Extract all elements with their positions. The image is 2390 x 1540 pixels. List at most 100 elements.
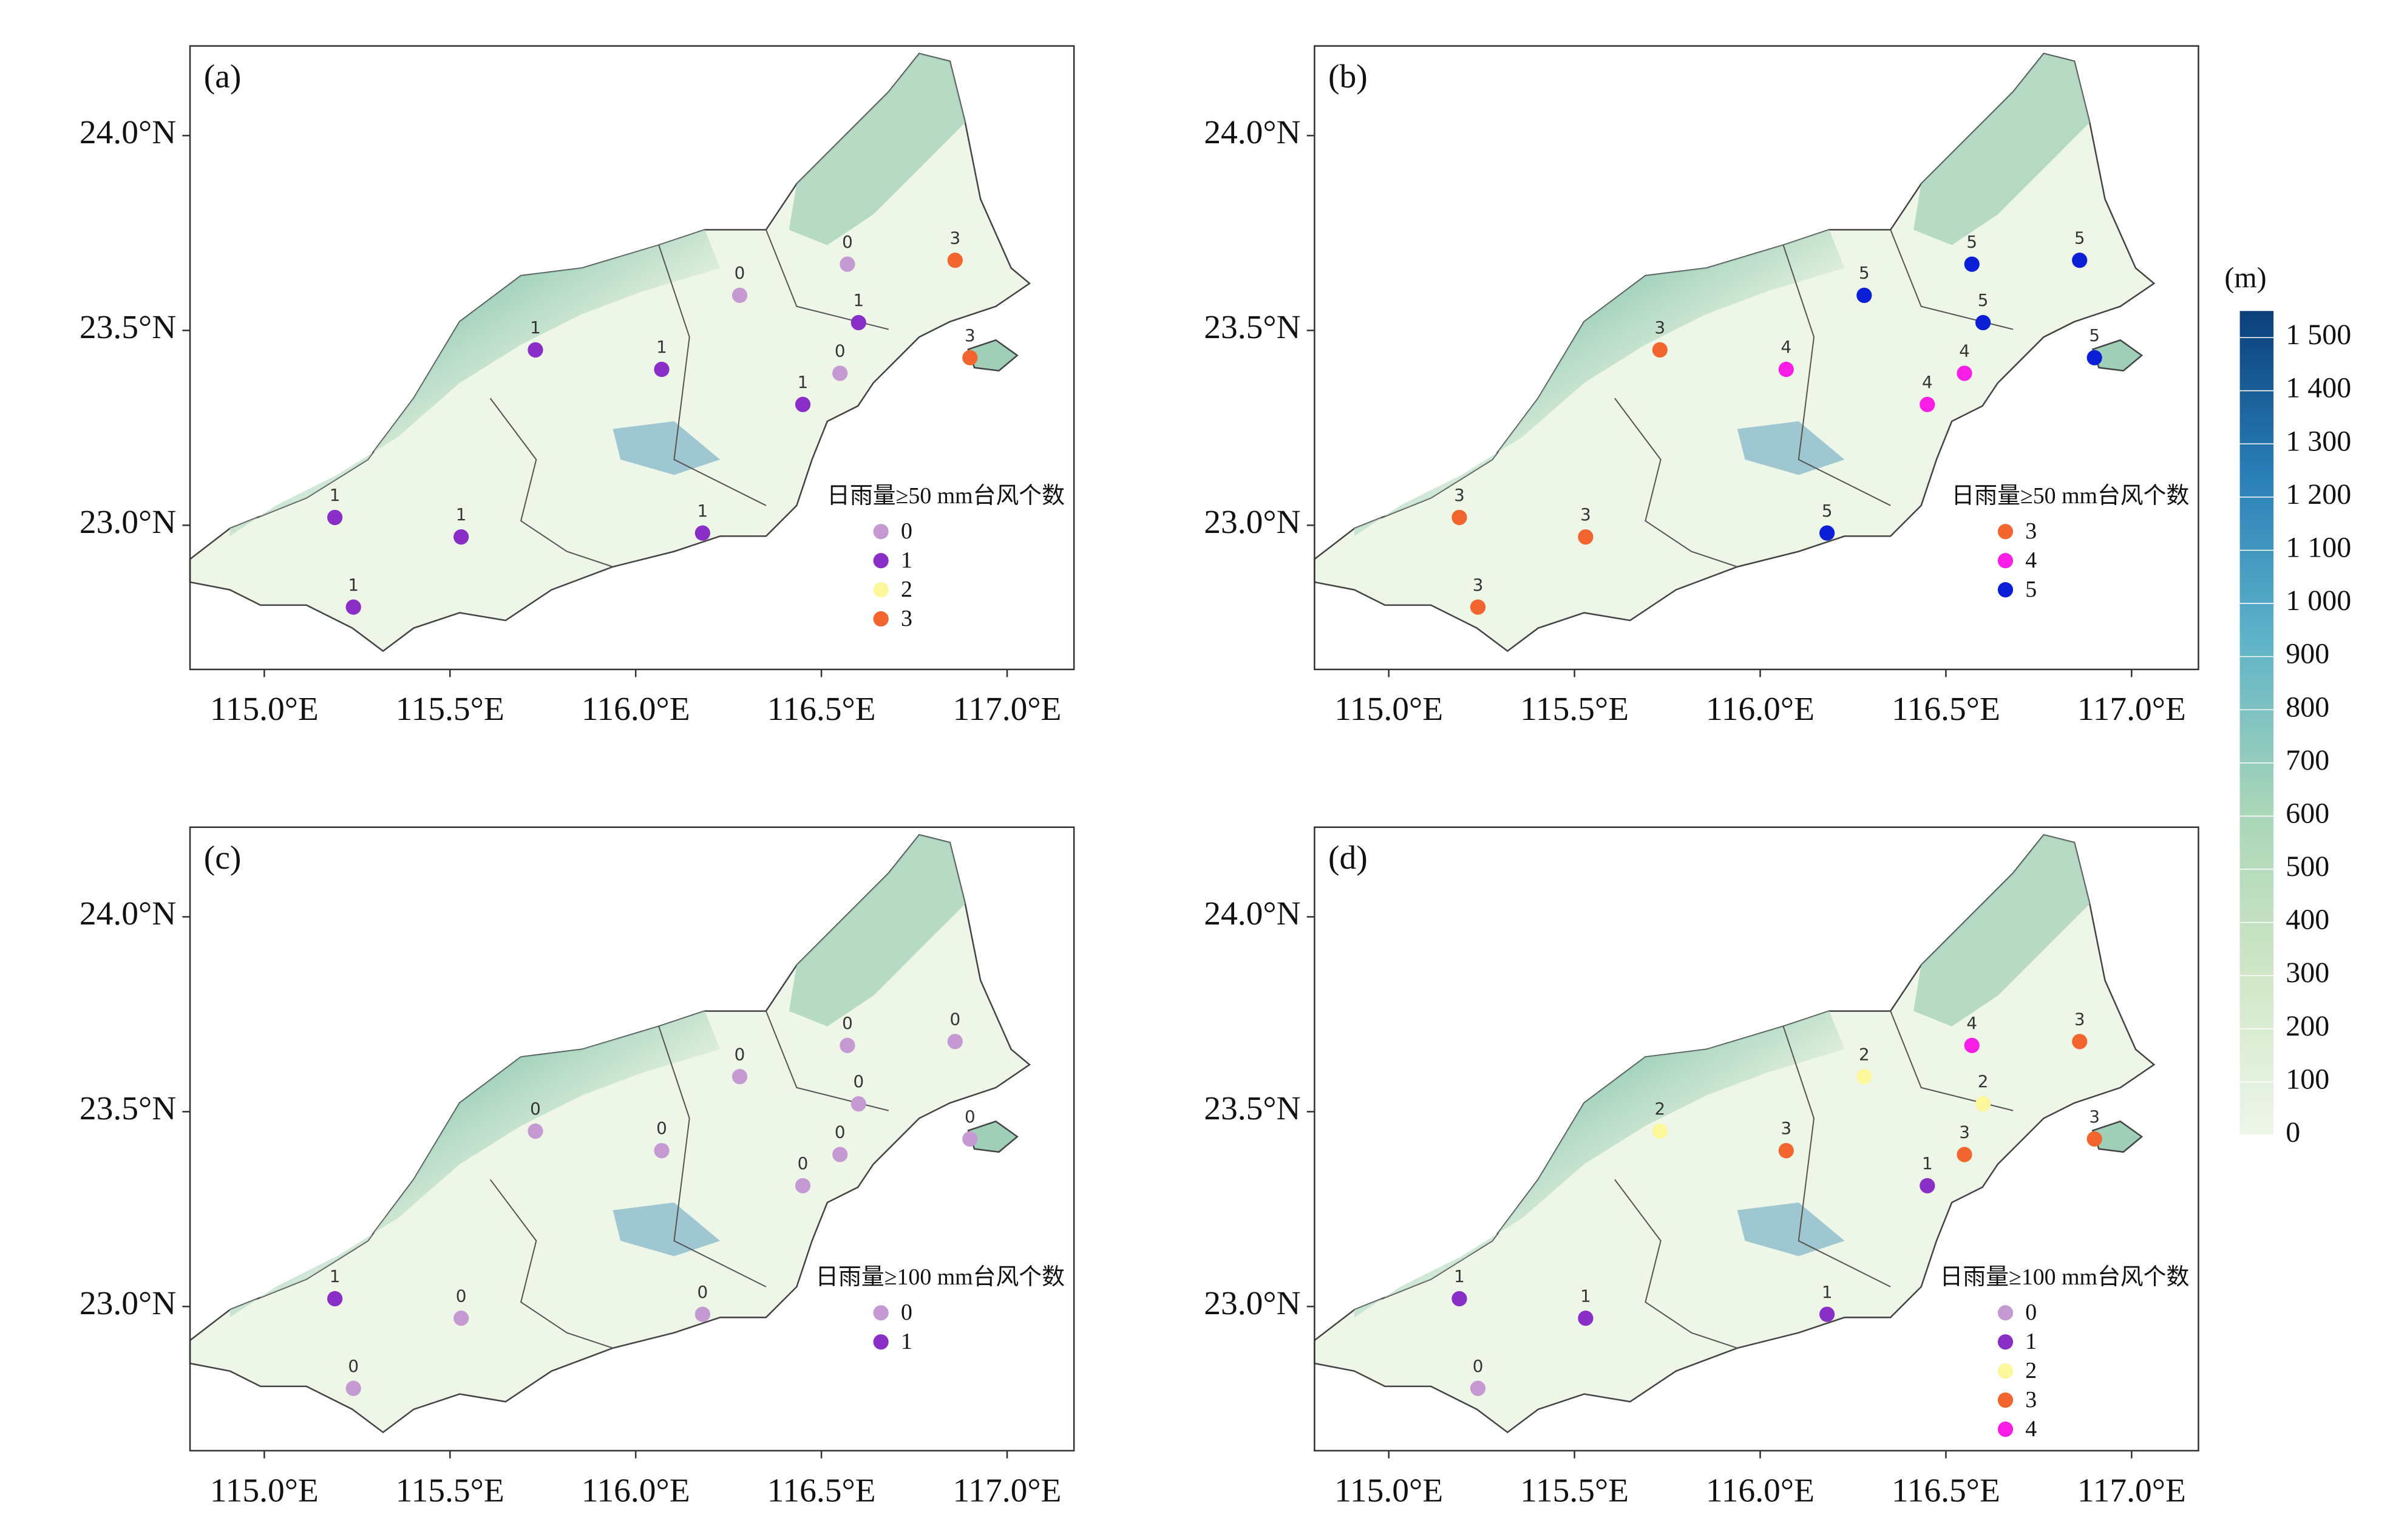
station-count: 0 (965, 1107, 976, 1127)
colorbar-tick-label: 1 200 (2286, 478, 2351, 511)
legend-label: 4 (2025, 548, 2037, 573)
legend-swatch (873, 524, 889, 540)
colorbar-tick-label: 1 300 (2286, 425, 2351, 457)
panel-label: (d) (1328, 840, 1368, 877)
legend-label: 2 (901, 577, 912, 602)
station-count: 1 (530, 317, 541, 338)
y-tick-label: 23.5°N (80, 309, 176, 346)
station-count: 0 (835, 1122, 846, 1142)
station-point (1470, 1380, 1486, 1396)
panels: (a)115.0°E 115.5°E 116.0°E 116.5°E 117.0°E23… (80, 45, 2199, 1509)
colorbar-tick-label: 1 400 (2286, 372, 2351, 404)
station-count: 1 (1580, 1286, 1591, 1306)
station-point (1819, 525, 1835, 541)
legend-label: 5 (2025, 577, 2037, 602)
colorbar-tick-label: 400 (2286, 904, 2329, 936)
legend-swatch (873, 553, 889, 569)
station-point (795, 1178, 811, 1193)
station-point (1778, 1142, 1794, 1159)
legend-title: 日雨量≥100 mm台风个数 (1940, 1264, 2190, 1290)
station-count: 4 (1959, 341, 1970, 361)
station-point (345, 1380, 361, 1396)
x-tick-label: 117.0°E (2077, 1472, 2186, 1509)
station-count: 0 (656, 1118, 667, 1138)
station-point (528, 342, 543, 358)
station-point (453, 529, 469, 545)
station-count: 3 (1580, 504, 1591, 524)
legend-label: 1 (901, 1329, 912, 1354)
station-point (327, 509, 343, 526)
station-point (1470, 599, 1486, 615)
station-point (327, 1291, 343, 1307)
colorbar-tick-label: 0 (2286, 1116, 2300, 1148)
x-tick-label: 116.5°E (767, 691, 876, 728)
legend-title: 日雨量≥50 mm台风个数 (1951, 483, 2189, 509)
station-count: 0 (950, 1009, 961, 1029)
station-point (1975, 1096, 1991, 1112)
colorbar-ramp (2239, 311, 2274, 1136)
x-tick-label: 115.0°E (210, 1472, 319, 1509)
x-tick-label: 117.0°E (953, 691, 1062, 728)
legend-label: 2 (2025, 1358, 2037, 1383)
station-count: 5 (1822, 501, 1833, 521)
station-point (2086, 350, 2102, 365)
colorbar-tick-label: 500 (2286, 850, 2329, 883)
station-count: 0 (735, 263, 745, 283)
station-count: 1 (853, 290, 864, 310)
panel-label: (b) (1328, 58, 1368, 95)
colorbar-tick-label: 1 500 (2286, 319, 2351, 351)
station-count: 3 (1473, 575, 1484, 595)
station-point (694, 1306, 710, 1322)
x-tick-label: 115.0°E (210, 691, 319, 728)
station-count: 0 (835, 341, 846, 361)
station-count: 3 (1781, 1118, 1792, 1138)
station-point (654, 361, 670, 378)
legend-label: 3 (2025, 518, 2037, 544)
legend-label: 1 (901, 548, 912, 573)
y-tick-label: 23.0°N (1204, 504, 1300, 541)
legend-swatch (873, 1334, 889, 1350)
station-point (2086, 1131, 2102, 1147)
y-tick-label: 23.5°N (1204, 1090, 1300, 1127)
station-point (654, 1142, 670, 1159)
legend-title: 日雨量≥50 mm台风个数 (827, 483, 1065, 509)
colorbar-tick-label: 300 (2286, 957, 2329, 989)
station-point (1957, 365, 1972, 381)
station-count: 4 (1922, 372, 1933, 392)
x-tick-label: 117.0°E (2077, 691, 2186, 728)
y-tick-label: 24.0°N (1204, 895, 1300, 932)
legend-label: 4 (2025, 1416, 2037, 1442)
legend-label: 3 (2025, 1387, 2037, 1413)
x-tick-label: 116.0°E (582, 691, 690, 728)
station-count: 1 (1922, 1153, 1933, 1173)
station-count: 0 (697, 1282, 708, 1302)
station-point (694, 525, 710, 541)
legend-label: 0 (901, 518, 912, 544)
station-count: 3 (965, 325, 976, 345)
x-tick-label: 117.0°E (953, 1472, 1062, 1509)
station-count: 3 (1959, 1122, 1970, 1142)
y-tick-label: 24.0°N (80, 114, 176, 151)
station-point (850, 314, 866, 331)
station-count: 0 (1473, 1356, 1484, 1376)
legend-label: 3 (901, 606, 912, 631)
station-count: 1 (330, 1266, 341, 1286)
y-tick-label: 23.0°N (80, 1285, 176, 1322)
station-count: 5 (2074, 228, 2085, 248)
y-tick-label: 24.0°N (80, 895, 176, 932)
station-count: 0 (735, 1044, 745, 1064)
station-count: 3 (1454, 485, 1465, 505)
legend-swatch (873, 611, 889, 627)
station-point (345, 599, 361, 615)
colorbar-tick-label: 100 (2286, 1063, 2329, 1095)
colorbar-tick-label: 1 100 (2286, 531, 2351, 563)
map-panel: (b) 115.0°E 115.5°E 116.0°E 116.5°E 117.0°E 23… (1204, 45, 2199, 728)
station-count: 0 (530, 1099, 541, 1119)
x-tick-label: 116.5°E (1892, 691, 2000, 728)
station-count: 2 (1655, 1099, 1666, 1119)
station-count: 0 (456, 1286, 467, 1306)
legend-label: 0 (901, 1300, 912, 1325)
legend-label: 1 (2025, 1329, 2037, 1354)
x-tick-label: 115.5°E (396, 1472, 504, 1509)
